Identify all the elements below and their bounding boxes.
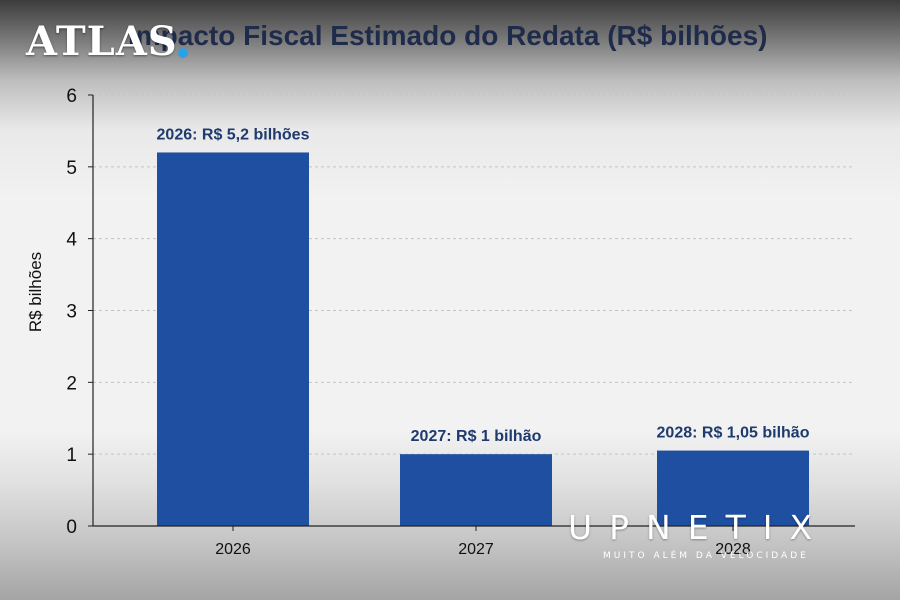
bar-2027 [400, 454, 552, 526]
x-tick-label: 2026 [215, 541, 251, 558]
upnetix-tagline: MUITO ALÉM DA VELOCIDADE [603, 551, 809, 561]
x-tick-label: 2028 [715, 541, 751, 558]
data-labels: 2026: R$ 5,2 bilhões 2027: R$ 1 bilhão 202… [157, 126, 810, 445]
y-axis-label: R$ bilhões [26, 251, 45, 333]
atlas-logo-dot [178, 48, 188, 58]
bar-2028 [657, 450, 809, 526]
data-label: 2028: R$ 1,05 bilhão [657, 425, 810, 442]
upnetix-watermark: UPNETIX [568, 508, 830, 547]
data-label: 2027: R$ 1 bilhão [411, 428, 542, 445]
chart-title: Impacto Fiscal Estimado do Redata (R$ bi… [128, 20, 768, 51]
y-tick-label: 1 [66, 445, 77, 466]
bars [157, 152, 809, 526]
y-tick-label: 5 [66, 158, 77, 179]
y-tick-label: 0 [66, 517, 77, 538]
data-label: 2026: R$ 5,2 bilhões [157, 126, 310, 143]
x-tick-label: 2027 [458, 541, 494, 558]
atlas-logo: ATLAS [26, 18, 178, 65]
y-tick-label: 3 [66, 302, 77, 323]
y-tick-label: 2 [66, 373, 77, 394]
bar-2026 [157, 152, 309, 526]
axes: 0 1 2 3 4 5 6 2026 2027 2028 [66, 86, 855, 558]
y-tick-label: 6 [66, 86, 77, 107]
y-tick-label: 4 [66, 230, 77, 251]
